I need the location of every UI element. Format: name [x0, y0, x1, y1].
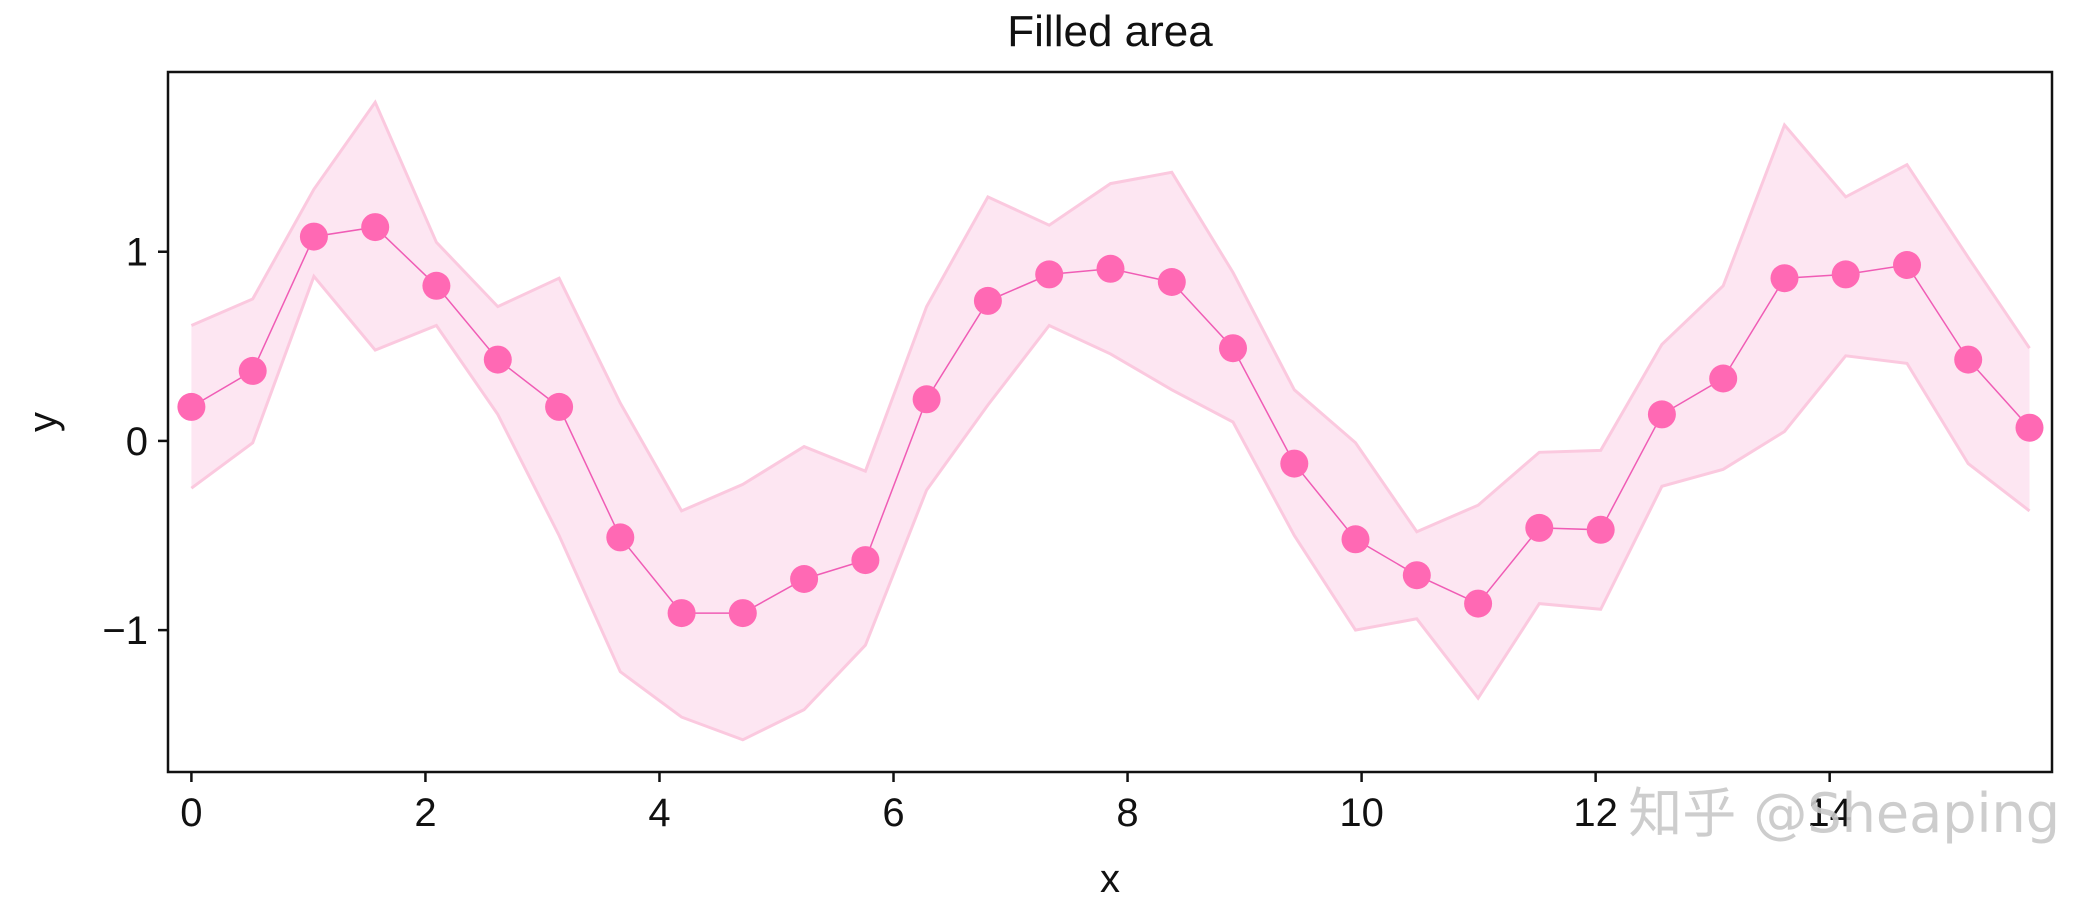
y-tick-label: −1	[102, 609, 148, 653]
data-point-marker	[422, 271, 451, 300]
band-lower-edge-0	[190, 273, 2031, 742]
data-point-marker	[1219, 334, 1247, 363]
data-point-marker	[1586, 515, 1615, 544]
data-point-marker	[483, 345, 512, 374]
data-point-marker	[667, 599, 696, 628]
data-point-marker	[1647, 400, 1676, 429]
data-point-marker	[973, 286, 1002, 315]
data-point-marker	[177, 392, 206, 421]
y-tick-label: 1	[126, 231, 148, 275]
y-tick-label: 0	[126, 420, 148, 464]
x-tick-label: 14	[1807, 791, 1852, 835]
watermark-text: 知乎 @Sheaping	[1628, 782, 2060, 845]
x-axis-label: x	[1100, 857, 1120, 900]
y-axis-label: y	[21, 412, 65, 432]
data-point-marker	[545, 392, 574, 421]
data-point-marker	[1954, 345, 1983, 374]
data-point-marker	[299, 222, 328, 251]
data-point-marker	[1157, 268, 1186, 296]
data-point-marker	[1893, 251, 1921, 279]
x-tick-label: 10	[1339, 791, 1384, 835]
data-point-marker	[238, 356, 267, 385]
data-point-marker	[851, 546, 880, 575]
data-point-marker	[1280, 449, 1309, 478]
plot-frame	[166, 70, 2054, 774]
data-point-marker	[1035, 260, 1064, 289]
x-tick-label: 8	[1116, 791, 1138, 835]
data-point-marker	[1770, 264, 1799, 293]
x-tick-label: 12	[1573, 791, 1618, 835]
axes: 0 2 4 6 8 10 12 14 −1 0 1	[102, 231, 1852, 835]
x-tick-label: 6	[882, 791, 904, 835]
confidence-band-0	[191, 102, 2030, 740]
data-point-marker	[790, 565, 819, 593]
x-tick-label: 4	[648, 791, 670, 835]
data-point-marker	[728, 599, 757, 628]
x-tick-label: 2	[414, 791, 436, 835]
x-tick-label: 0	[180, 791, 202, 835]
plot-area	[177, 99, 2044, 742]
data-point-marker	[606, 523, 635, 552]
data-point-marker	[1402, 561, 1431, 590]
data-point-marker	[1525, 513, 1554, 542]
data-point-marker	[1831, 260, 1860, 289]
data-point-marker	[361, 213, 390, 242]
band-upper-edge-0	[190, 99, 2031, 534]
chart-title: Filled area	[1007, 7, 1213, 56]
data-point-marker	[1096, 254, 1125, 283]
data-point-marker	[912, 385, 941, 414]
data-point-marker	[1464, 589, 1493, 618]
data-point-marker	[2015, 413, 2044, 442]
data-point-marker	[1709, 364, 1738, 393]
data-point-marker	[1341, 525, 1370, 554]
